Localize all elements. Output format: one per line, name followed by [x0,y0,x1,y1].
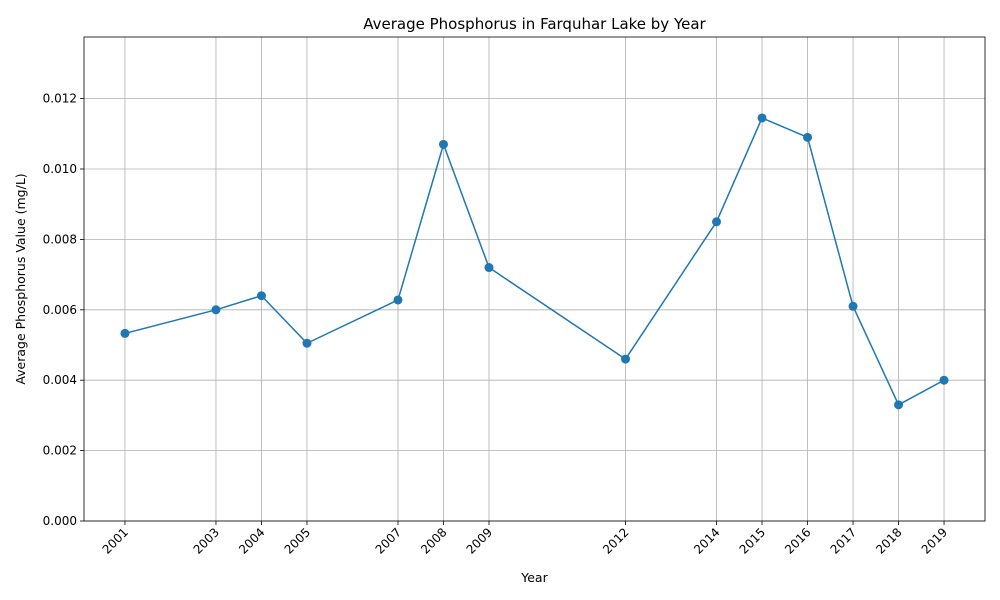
y-tick-label: 0.012 [43,92,77,106]
x-tick-label: 2003 [191,525,222,556]
x-tick-label: 2008 [418,525,449,556]
x-tick-label: 2016 [782,525,813,556]
grid-lines [84,37,985,522]
x-tick-label: 2017 [828,525,859,556]
y-axis-label: Average Phosphorus Value (mg/L) [13,173,28,384]
data-point [848,301,858,311]
plot-frame [83,36,986,522]
y-tick-label: 0.006 [43,303,77,317]
data-point [712,217,722,227]
series-line-layer [124,117,945,406]
y-tick-label: 0.010 [43,162,77,176]
data-point [393,295,403,305]
x-tick-label: 2018 [873,525,904,556]
data-point [894,400,904,410]
x-tick-label: 2012 [600,525,631,556]
y-tick-label: 0.004 [43,373,77,387]
data-point [211,305,221,315]
x-tick-label: 2004 [236,525,267,556]
data-point [302,338,312,348]
data-point [621,354,631,364]
data-point [120,328,130,338]
y-tick-label: 0.002 [43,444,77,458]
x-axis-label: Year [520,570,548,585]
x-tick-label: 2009 [464,525,495,556]
chart-title: Average Phosphorus in Farquhar Lake by Y… [363,15,706,33]
x-tick-label: 2019 [919,525,950,556]
x-tick-label: 2015 [737,525,768,556]
data-point [757,113,767,123]
x-tick-label: 2005 [282,525,313,556]
y-tick-label: 0.008 [43,232,77,246]
x-tick-label: 2001 [100,525,131,556]
data-point [803,132,813,142]
data-point [939,375,949,385]
data-point [484,263,494,273]
y-axis-ticks: 0.000 0.002 0.004 0.006 0.008 0.010 0.012 [43,92,84,528]
y-tick-label: 0.000 [43,514,77,528]
series-line [124,117,945,406]
x-tick-label: 2007 [373,525,404,556]
x-tick-label: 2014 [691,525,722,556]
data-points [120,113,949,410]
data-point [256,291,266,301]
x-axis-ticks: 2001 2003 2004 2005 2007 2008 2009 2012 2014 2015… [100,521,950,557]
data-point [438,139,448,149]
